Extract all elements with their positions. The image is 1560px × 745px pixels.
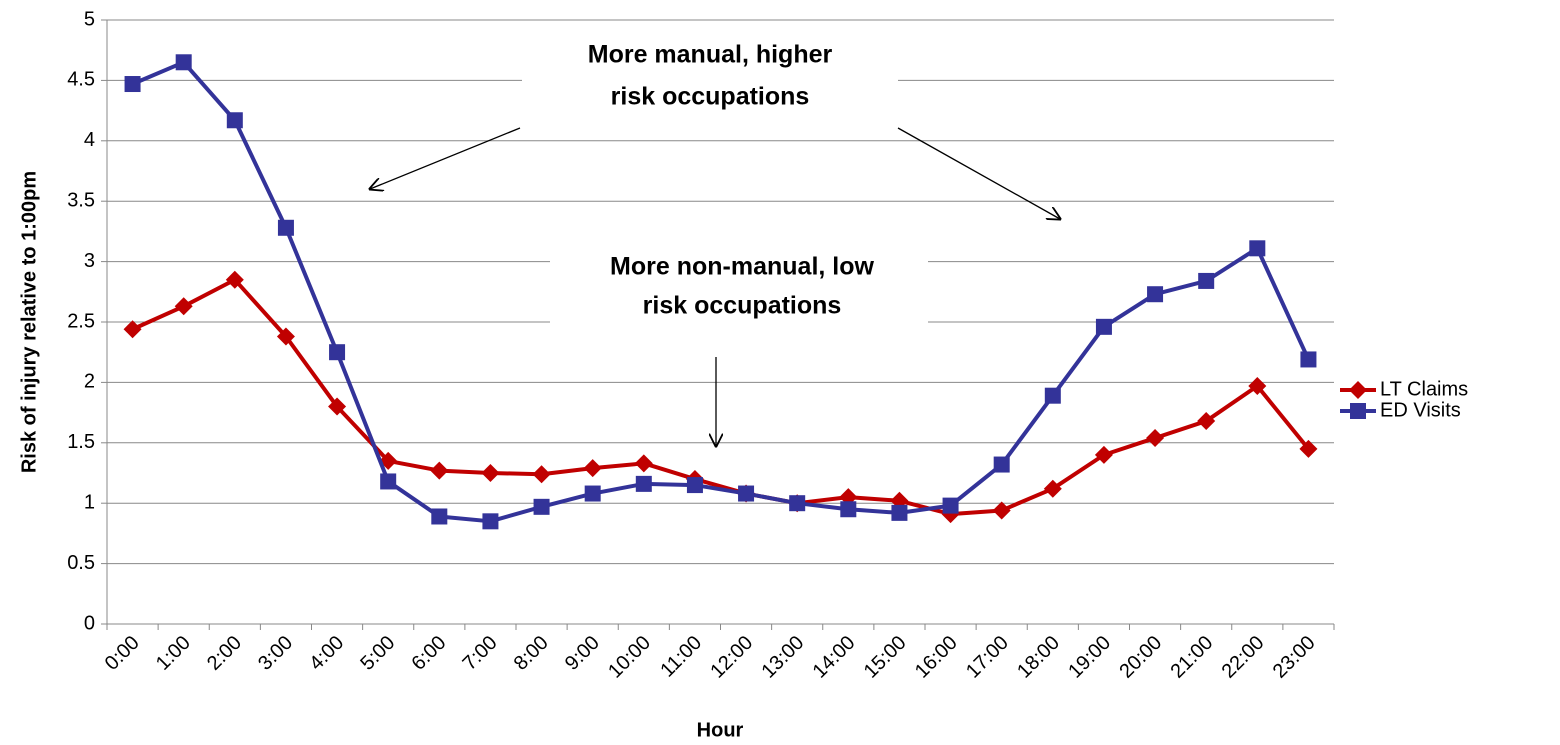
- marker: [583, 459, 602, 478]
- marker: [482, 513, 499, 530]
- x-axis-label: Hour: [697, 719, 744, 741]
- marker: [634, 454, 653, 473]
- marker: [1299, 439, 1318, 458]
- marker: [891, 504, 908, 521]
- marker: [175, 54, 192, 71]
- annotation-box: [550, 240, 928, 326]
- marker: [1094, 445, 1113, 464]
- marker: [276, 327, 295, 346]
- arrow: [897, 127, 1060, 219]
- x-tick-label: 22:00: [1218, 632, 1269, 683]
- y-tick-label: 3.5: [67, 189, 95, 211]
- y-tick-label: 2.5: [67, 310, 95, 332]
- marker: [532, 465, 551, 484]
- marker: [380, 473, 397, 490]
- marker: [941, 505, 960, 524]
- marker: [328, 397, 347, 416]
- x-tick-label: 5:00: [356, 632, 399, 675]
- y-tick-label: 4.5: [67, 69, 95, 91]
- y-tick-label: 1: [84, 491, 95, 513]
- x-tick-label: 4:00: [305, 632, 348, 675]
- annotation-box: [522, 32, 898, 120]
- x-tick-label: 23:00: [1269, 632, 1320, 683]
- marker: [124, 76, 141, 93]
- marker: [225, 270, 244, 289]
- marker: [329, 344, 346, 361]
- y-tick-label: 0: [84, 612, 95, 634]
- x-tick-label: 17:00: [962, 632, 1013, 683]
- marker: [174, 297, 193, 316]
- marker: [123, 320, 142, 339]
- x-tick-label: 15:00: [860, 632, 911, 683]
- y-tick-label: 4: [84, 129, 95, 151]
- x-tick-label: 14:00: [809, 632, 860, 683]
- y-axis-label: Risk of injury relative to 1:00pm: [18, 171, 40, 473]
- legend-label: LT Claims: [1380, 378, 1468, 400]
- arrow: [370, 127, 521, 189]
- marker: [840, 501, 857, 518]
- marker: [942, 497, 959, 514]
- x-tick-label: 13:00: [758, 632, 809, 683]
- x-tick-label: 2:00: [203, 632, 246, 675]
- x-tick-label: 8:00: [510, 632, 553, 675]
- marker: [635, 475, 652, 492]
- x-tick-label: 18:00: [1013, 632, 1064, 683]
- marker: [1249, 240, 1266, 257]
- y-tick-label: 3: [84, 250, 95, 272]
- marker: [1248, 377, 1267, 396]
- annotation-text: More manual, higher: [588, 41, 833, 69]
- y-tick-label: 1.5: [67, 431, 95, 453]
- x-tick-label: 7:00: [459, 632, 502, 675]
- marker: [992, 501, 1011, 520]
- marker: [431, 508, 448, 525]
- x-tick-label: 9:00: [561, 632, 604, 675]
- y-tick-label: 2: [84, 371, 95, 393]
- marker: [738, 485, 755, 502]
- marker: [1044, 387, 1061, 404]
- marker: [277, 219, 294, 236]
- marker: [1095, 318, 1112, 335]
- x-tick-label: 0:00: [101, 632, 144, 675]
- annotation-text: risk occupations: [643, 292, 842, 320]
- marker: [430, 461, 449, 480]
- marker: [1146, 428, 1165, 447]
- x-tick-label: 20:00: [1115, 632, 1166, 683]
- y-tick-label: 5: [84, 8, 95, 30]
- annotation-text: risk occupations: [611, 83, 810, 111]
- x-tick-label: 19:00: [1064, 632, 1115, 683]
- marker: [1198, 272, 1215, 289]
- marker: [686, 477, 703, 494]
- x-tick-label: 21:00: [1167, 632, 1218, 683]
- x-tick-label: 6:00: [407, 632, 450, 675]
- marker: [481, 464, 500, 482]
- series-line: [131, 60, 1311, 524]
- marker: [226, 112, 243, 129]
- marker: [533, 498, 550, 515]
- marker: [1197, 412, 1216, 431]
- marker: [1043, 479, 1062, 498]
- annotation-text: More non-manual, low: [610, 253, 874, 281]
- x-tick-label: 3:00: [254, 632, 297, 675]
- legend-marker: [1349, 381, 1367, 399]
- x-tick-label: 1:00: [152, 632, 195, 675]
- y-tick-label: 0.5: [67, 552, 95, 574]
- marker: [789, 495, 806, 512]
- x-tick-label: 10:00: [604, 632, 655, 683]
- x-tick-label: 12:00: [706, 632, 757, 683]
- x-tick-label: 16:00: [911, 632, 962, 683]
- marker: [584, 485, 601, 502]
- series-line: [131, 277, 1310, 517]
- legend-label: ED Visits: [1380, 399, 1461, 421]
- marker: [1147, 286, 1164, 303]
- legend-marker: [1350, 403, 1366, 419]
- x-tick-label: 11:00: [656, 632, 706, 682]
- marker: [993, 456, 1010, 473]
- marker: [1300, 351, 1317, 368]
